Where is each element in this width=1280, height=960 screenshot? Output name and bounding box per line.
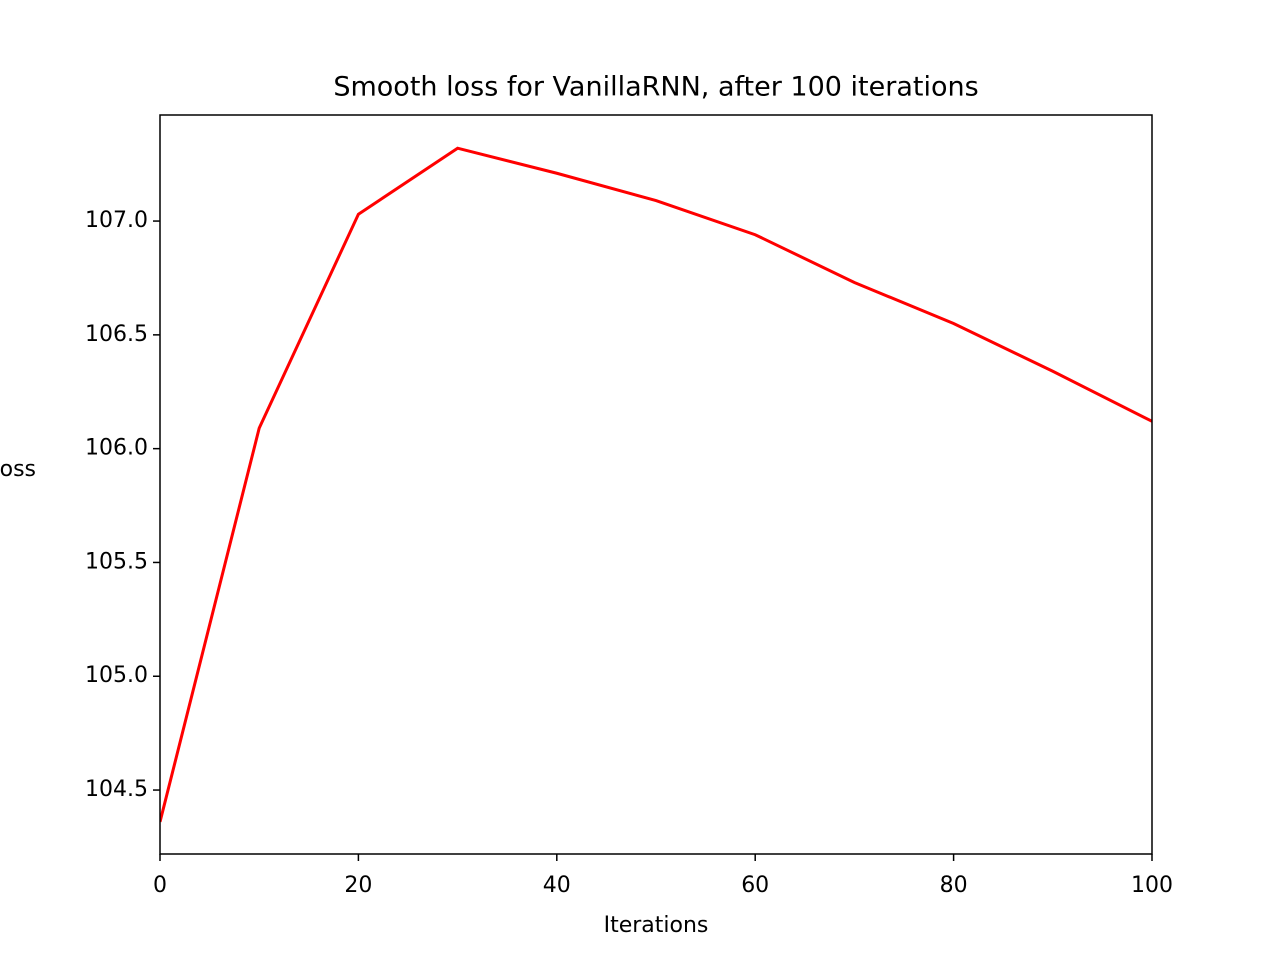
data-line: [160, 146, 1152, 823]
x-tick-label: 60: [741, 873, 769, 898]
x-axis-label: Iterations: [604, 913, 709, 938]
plot-frame: [159, 114, 1153, 855]
x-tick-label: 80: [940, 873, 968, 898]
y-tick-label: 104.5: [85, 777, 148, 802]
y-tick-label: 107.0: [85, 208, 148, 233]
y-tick-label: 106.0: [85, 436, 148, 461]
x-tick-label: 40: [543, 873, 571, 898]
y-axis-label: Loss: [0, 457, 36, 482]
y-tick-label: 105.5: [85, 549, 148, 574]
x-tick-label: 20: [344, 873, 372, 898]
x-tick-label: 0: [153, 873, 167, 898]
y-tick-label: 106.5: [85, 322, 148, 347]
x-tick-label: 100: [1131, 873, 1173, 898]
y-tick-label: 105.0: [85, 663, 148, 688]
chart-title: Smooth loss for VanillaRNN, after 100 it…: [333, 72, 978, 103]
